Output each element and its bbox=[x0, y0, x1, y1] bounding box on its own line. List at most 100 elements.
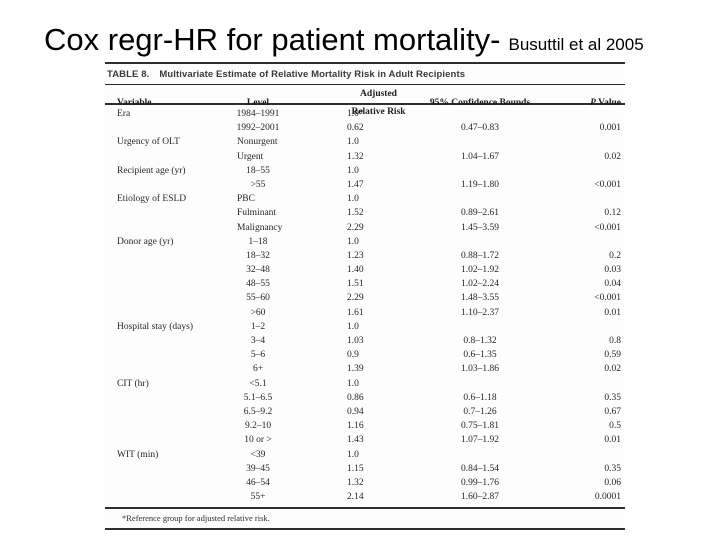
cell-adjusted-relative-risk: 0.62 bbox=[347, 123, 364, 134]
cell-confidence-bounds: 1.02–1.92 bbox=[461, 265, 499, 276]
cell-level: PBC bbox=[237, 194, 255, 205]
cell-variable: CIT (hr) bbox=[117, 378, 149, 389]
caption-bottom-rule bbox=[105, 84, 625, 85]
cell-p-value: 0.0001 bbox=[594, 492, 621, 503]
cell-p-value: 0.35 bbox=[604, 392, 621, 403]
cell-level: 48–55 bbox=[246, 279, 270, 290]
cell-p-value: 0.2 bbox=[609, 250, 621, 261]
header-bottom-rule bbox=[105, 103, 625, 105]
table-row: Era 1984–1991 1.0* bbox=[105, 107, 625, 121]
cell-confidence-bounds: 1.07–1.92 bbox=[461, 435, 499, 446]
cell-variable: WIT (min) bbox=[117, 449, 159, 460]
table-row: Donor age (yr) 1–18 1.0 bbox=[105, 235, 625, 249]
cell-adjusted-relative-risk: 1.51 bbox=[347, 279, 364, 290]
table-row: Urgent 1.32 1.04–1.67 0.02 bbox=[105, 150, 625, 164]
cell-level: 10 or > bbox=[244, 435, 272, 446]
cell-variable: Recipient age (yr) bbox=[117, 165, 186, 176]
cell-p-value: 0.01 bbox=[604, 435, 621, 446]
table-bottom-rule bbox=[105, 528, 625, 531]
table-row: CIT (hr) <5.1 1.0 bbox=[105, 377, 625, 391]
cell-p-value: 0.001 bbox=[599, 123, 621, 134]
cell-confidence-bounds: 0.47–0.83 bbox=[461, 123, 499, 134]
cell-adjusted-relative-risk: 1.0 bbox=[347, 137, 359, 148]
table-row: Urgency of OLT Nonurgent 1.0 bbox=[105, 135, 625, 149]
cell-level: 39–45 bbox=[246, 463, 270, 474]
cell-confidence-bounds: 1.10–2.37 bbox=[461, 307, 499, 318]
cell-level: 5.1–6.5 bbox=[243, 392, 273, 403]
cell-level: 46–54 bbox=[246, 477, 270, 488]
cell-level: 1–2 bbox=[250, 321, 266, 332]
caption-label: TABLE 8. bbox=[107, 69, 150, 80]
table-header-row: Variable Level Adjusted Relative Risk 95… bbox=[105, 85, 625, 117]
cell-level: >55 bbox=[250, 179, 266, 190]
cell-confidence-bounds: 1.03–1.86 bbox=[461, 364, 499, 375]
column-header-adjusted-relative-risk: Adjusted Relative Risk bbox=[351, 89, 406, 117]
cell-p-value: <0.001 bbox=[594, 222, 621, 233]
table-row: 18–32 1.23 0.88–1.72 0.2 bbox=[105, 249, 625, 263]
cell-confidence-bounds: 1.04–1.67 bbox=[461, 151, 499, 162]
table-row: 6.5–9.2 0.94 0.7–1.26 0.67 bbox=[105, 405, 625, 419]
cell-adjusted-relative-risk: 1.0 bbox=[347, 449, 359, 460]
cell-confidence-bounds: 1.48–3.55 bbox=[461, 293, 499, 304]
table-row: 6+ 1.39 1.03–1.86 0.02 bbox=[105, 362, 625, 376]
cell-level: 18–32 bbox=[246, 250, 270, 261]
cell-confidence-bounds: 0.99–1.76 bbox=[461, 477, 499, 488]
cell-level: 3–4 bbox=[250, 336, 266, 346]
cell-level: 9.2–10 bbox=[244, 421, 272, 432]
slide-title: Cox regr-HR for patient mortality- bbox=[44, 22, 501, 57]
cell-adjusted-relative-risk: 0.9 bbox=[347, 350, 359, 361]
cell-adjusted-relative-risk: 1.52 bbox=[347, 208, 364, 219]
column-header-p-value: P Value bbox=[590, 98, 621, 108]
cell-adjusted-relative-risk: 1.32 bbox=[347, 151, 364, 162]
column-header-variable: Variable bbox=[117, 98, 152, 108]
cell-adjusted-relative-risk: 1.43 bbox=[347, 435, 364, 446]
table-row: 32–48 1.40 1.02–1.92 0.03 bbox=[105, 263, 625, 277]
caption-text: Multivariate Estimate of Relative Mortal… bbox=[159, 69, 466, 80]
cell-p-value: 0.06 bbox=[604, 477, 621, 488]
cell-confidence-bounds: 0.6–1.18 bbox=[463, 392, 497, 403]
cell-level: 32–48 bbox=[246, 265, 270, 276]
cell-p-value: 0.02 bbox=[604, 364, 621, 375]
cell-level: 18–55 bbox=[246, 165, 270, 176]
cell-level: 1984–1991 bbox=[236, 109, 280, 119]
table-row: 55+ 2.14 1.60–2.87 0.0001 bbox=[105, 490, 625, 504]
table-body: Era 1984–1991 1.0* 1992–2001 0.62 0.47–0… bbox=[105, 105, 625, 507]
cell-level: 6.5–9.2 bbox=[243, 406, 273, 417]
table-row: 3–4 1.03 0.8–1.32 0.8 bbox=[105, 334, 625, 348]
cell-adjusted-relative-risk: 0.94 bbox=[347, 406, 364, 417]
cell-p-value: 0.03 bbox=[604, 265, 621, 276]
column-header-level: Level bbox=[246, 98, 270, 108]
cell-level: >60 bbox=[250, 307, 266, 318]
cell-variable: Urgency of OLT bbox=[117, 137, 180, 148]
cell-confidence-bounds: 1.19–1.80 bbox=[461, 179, 499, 190]
cell-adjusted-relative-risk: 1.23 bbox=[347, 250, 364, 261]
cell-level: 1992–2001 bbox=[236, 123, 280, 134]
cell-p-value: 0.67 bbox=[604, 406, 621, 417]
table-row: Etiology of ESLD PBC 1.0 bbox=[105, 192, 625, 206]
cell-adjusted-relative-risk: 1.0 bbox=[347, 236, 359, 247]
cell-adjusted-relative-risk: 2.29 bbox=[347, 222, 364, 233]
table-row: WIT (min) <39 1.0 bbox=[105, 448, 625, 462]
cell-level: 6+ bbox=[252, 364, 264, 375]
table-row: 5.1–6.5 0.86 0.6–1.18 0.35 bbox=[105, 391, 625, 405]
table-row: 55–60 2.29 1.48–3.55 <0.001 bbox=[105, 291, 625, 305]
cell-adjusted-relative-risk: 1.0 bbox=[347, 194, 359, 205]
table-row: 5–6 0.9 0.6–1.35 0.59 bbox=[105, 348, 625, 362]
cell-adjusted-relative-risk: 1.61 bbox=[347, 307, 364, 318]
cell-p-value: 0.01 bbox=[604, 307, 621, 318]
cell-p-value: 0.5 bbox=[609, 421, 621, 432]
cell-adjusted-relative-risk: 1.0 bbox=[347, 165, 359, 176]
table-row: Fulminant 1.52 0.89–2.61 0.12 bbox=[105, 206, 625, 220]
cell-level: Nonurgent bbox=[237, 137, 278, 148]
table-scan: TABLE 8. Multivariate Estimate of Relativ… bbox=[105, 62, 625, 531]
table-row: 39–45 1.15 0.84–1.54 0.35 bbox=[105, 462, 625, 476]
table-row: >55 1.47 1.19–1.80 <0.001 bbox=[105, 178, 625, 192]
table-footnote: *Reference group for adjusted relative r… bbox=[122, 513, 270, 524]
cell-level: Fulminant bbox=[237, 208, 277, 219]
cell-confidence-bounds: 0.7–1.26 bbox=[463, 406, 497, 417]
cell-adjusted-relative-risk: 2.14 bbox=[347, 492, 364, 503]
cell-variable: Era bbox=[117, 109, 131, 119]
table-row: 1992–2001 0.62 0.47–0.83 0.001 bbox=[105, 121, 625, 135]
table-row: 46–54 1.32 0.99–1.76 0.06 bbox=[105, 476, 625, 490]
